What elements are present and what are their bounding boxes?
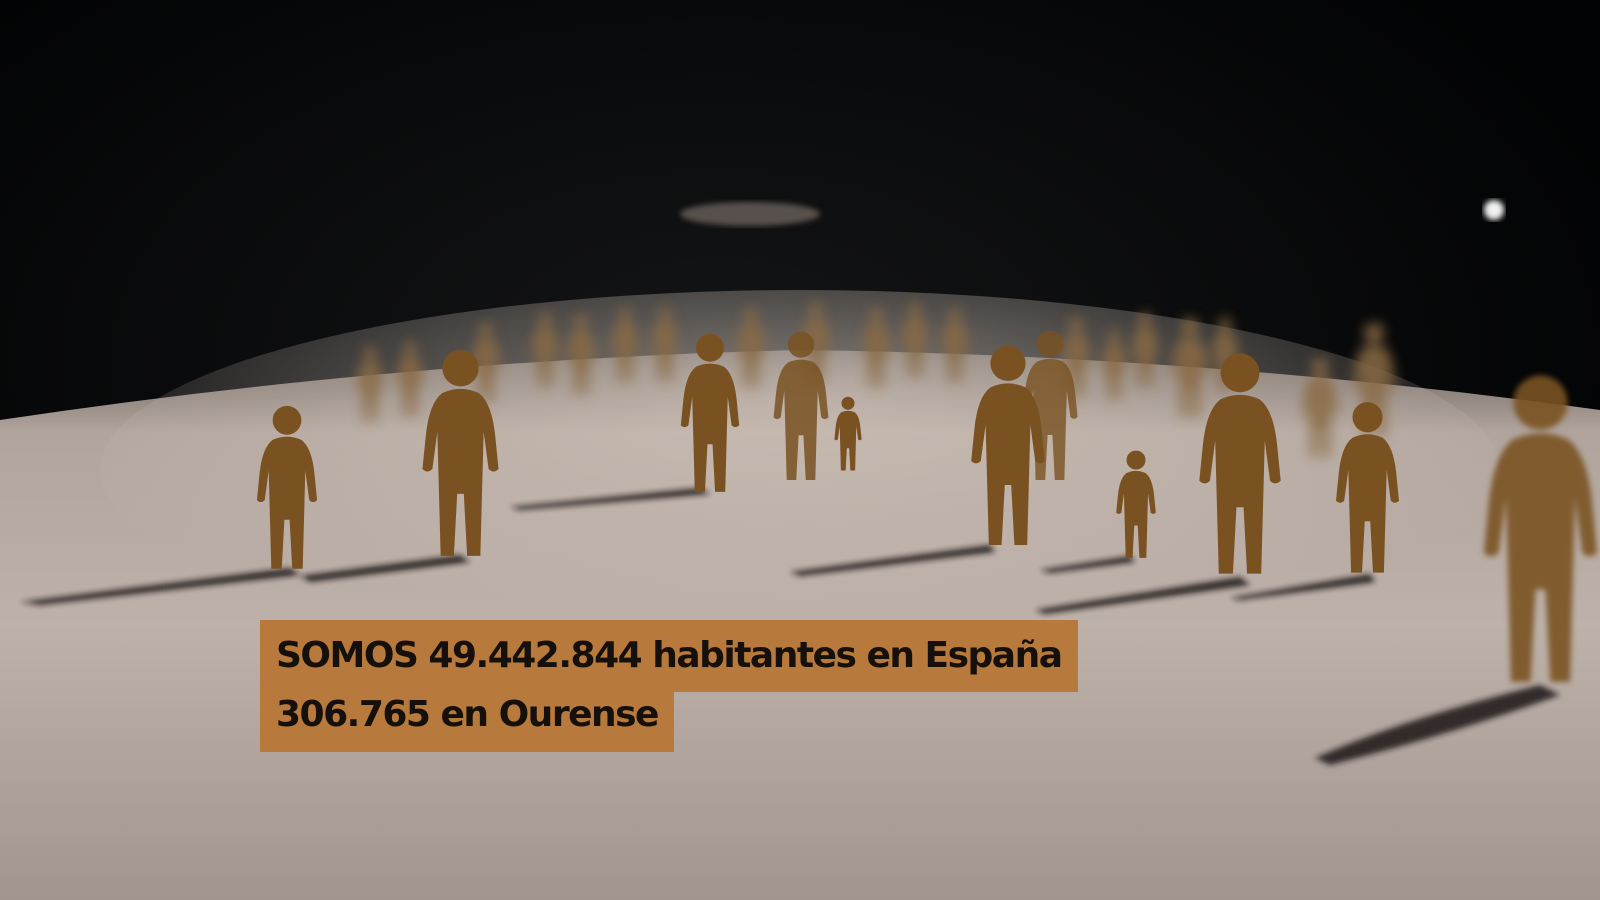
caption-overlay: SOMOS 49.442.844 habitantes en España 30… xyxy=(260,620,1078,752)
caption-line-spain-population: SOMOS 49.442.844 habitantes en España xyxy=(260,620,1078,692)
light-spot xyxy=(1484,200,1504,220)
caption-line-ourense-population: 306.765 en Ourense xyxy=(260,692,674,752)
